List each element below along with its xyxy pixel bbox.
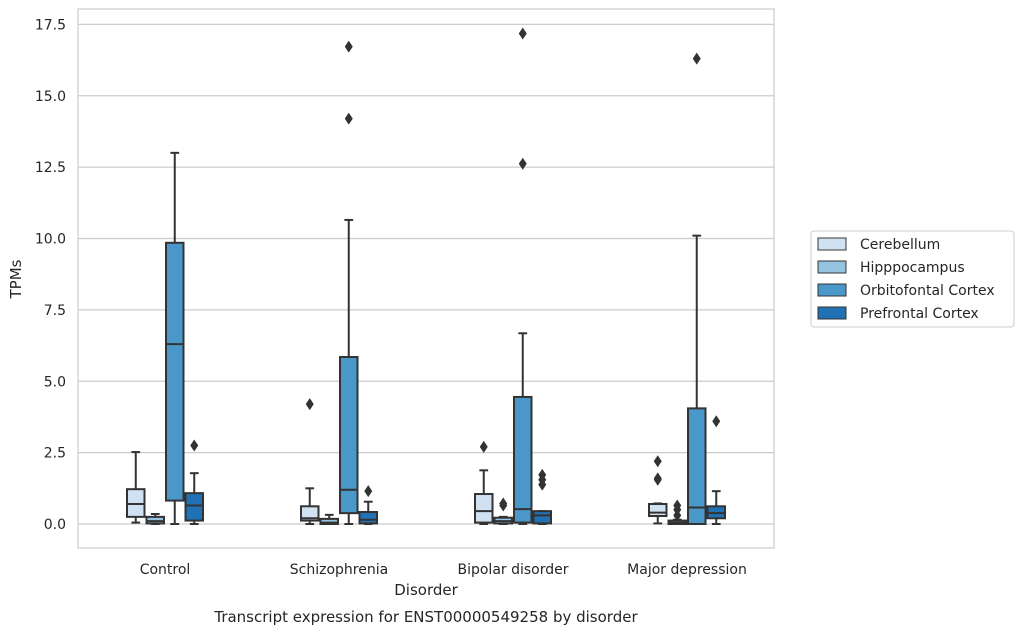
legend-item: Cerebellum [817, 237, 940, 253]
iqr-box [474, 493, 494, 524]
box-schizophrenia-orbitofontal-cortex [339, 40, 359, 525]
y-tick-label: 12.5 [35, 160, 66, 176]
box-control-prefrontal-cortex [184, 439, 204, 525]
x-tick-label: Bipolar disorder [457, 562, 568, 578]
box-control-hipppocampus [145, 513, 165, 525]
legend-label: Orbitofontal Cortex [860, 283, 995, 299]
y-tick-label: 2.5 [44, 446, 66, 462]
legend-item: Orbitofontal Cortex [817, 283, 995, 299]
box-series-layer [126, 27, 726, 526]
box-bipolar-disorder-cerebellum [474, 440, 494, 525]
iqr-box [687, 407, 707, 525]
outlier-point [673, 499, 682, 512]
box-major-depression-hipppocampus [667, 499, 687, 525]
outlier-point [518, 157, 527, 170]
outlier-point [305, 398, 314, 411]
outlier-point [344, 40, 353, 53]
box-schizophrenia-hipppocampus [319, 513, 339, 526]
legend-item: Hipppocampus [817, 260, 965, 276]
plot-area-frame [77, 8, 775, 549]
box-major-depression-orbitofontal-cortex [687, 52, 707, 525]
box-major-depression-prefrontal-cortex [706, 415, 726, 525]
iqr-box [319, 517, 339, 526]
legend-frame [810, 230, 1015, 328]
legend-swatch-orbitofrontal-cortex [817, 283, 847, 297]
outlier-point [692, 52, 701, 65]
y-tick-label: 17.5 [35, 17, 66, 33]
box-major-depression-cerebellum [648, 455, 668, 525]
legend: Cerebellum Hipppocampus Orbitofontal Cor… [810, 230, 1015, 328]
outlier-point [518, 27, 527, 40]
iqr-box [532, 510, 552, 525]
y-axis-label: TPMs [7, 259, 25, 299]
y-tick-label: 5.0 [44, 374, 66, 390]
legend-swatch-prefrontal-cortex [817, 306, 847, 320]
iqr-box [300, 505, 320, 522]
x-tick-label: Schizophrenia [290, 562, 388, 578]
x-axis-ticks: Control Schizophrenia Bipolar disorder Majo… [140, 562, 747, 578]
x-axis-label: Disorder [394, 581, 458, 599]
box-control-cerebellum [126, 451, 146, 524]
iqr-box [358, 511, 378, 525]
y-axis-ticks: 0.0 2.5 5.0 7.5 10.0 12.5 15.0 17.5 [35, 17, 66, 533]
outlier-point [538, 468, 547, 481]
box-schizophrenia-cerebellum [300, 398, 320, 525]
outlier-point [190, 439, 199, 452]
outlier-point [712, 415, 721, 428]
legend-item: Prefrontal Cortex [817, 306, 979, 322]
x-tick-label: Major depression [627, 562, 747, 578]
box-control-orbitofontal-cortex [165, 151, 185, 525]
x-tick-label: Control [140, 562, 191, 578]
legend-swatch-cerebellum [817, 237, 847, 251]
gridlines [78, 23, 774, 525]
outlier-point [499, 497, 508, 510]
box-bipolar-disorder-hipppocampus [493, 497, 513, 525]
legend-label: Prefrontal Cortex [860, 306, 979, 322]
outlier-point [344, 112, 353, 125]
outlier-point [479, 440, 488, 453]
chart-caption: Transcript expression for ENST0000054925… [213, 608, 638, 626]
iqr-box [165, 241, 185, 502]
outlier-point [653, 472, 662, 485]
y-tick-label: 15.0 [35, 89, 66, 105]
iqr-box [513, 395, 533, 524]
box-bipolar-disorder-prefrontal-cortex [532, 468, 552, 525]
y-tick-label: 0.0 [44, 517, 66, 533]
iqr-box [339, 355, 359, 515]
y-tick-label: 10.0 [35, 232, 66, 248]
iqr-box [184, 492, 204, 522]
y-tick-label: 7.5 [44, 303, 66, 319]
box-schizophrenia-prefrontal-cortex [358, 485, 378, 525]
legend-label: Cerebellum [860, 237, 940, 253]
box-bipolar-disorder-orbitofontal-cortex [513, 27, 533, 525]
iqr-box [648, 503, 668, 518]
outlier-point [653, 455, 662, 468]
legend-label: Hipppocampus [860, 260, 965, 276]
legend-swatch-hippocampus [817, 260, 847, 274]
outlier-point [364, 485, 373, 498]
